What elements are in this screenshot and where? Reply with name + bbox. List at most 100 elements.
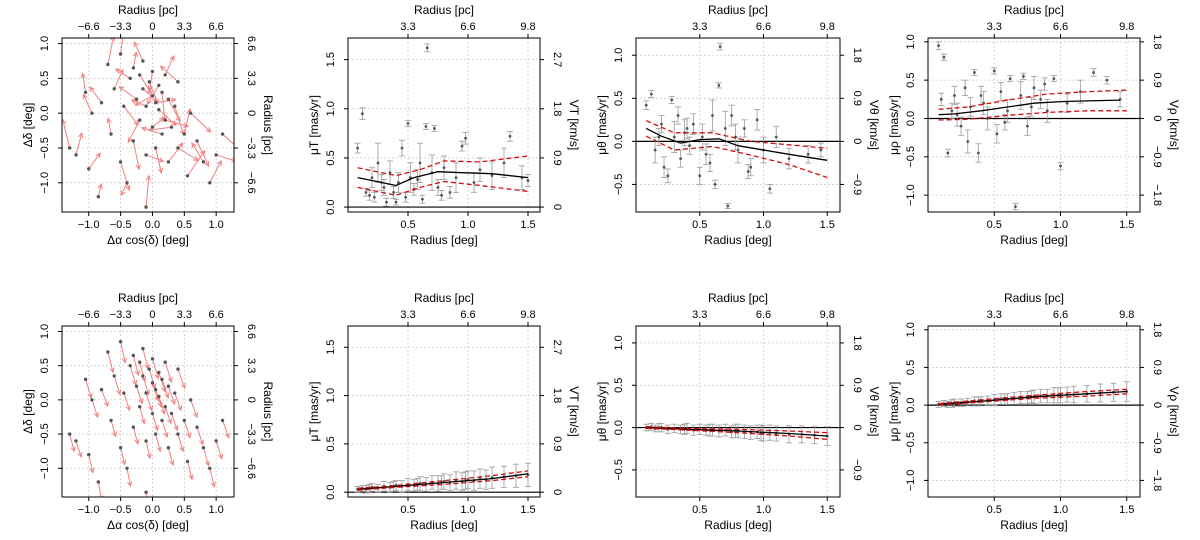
x-tick-label: 1.5 bbox=[820, 219, 835, 231]
y-tick-label: −1.0 bbox=[905, 184, 917, 206]
x2-tick-label: 3.3 bbox=[400, 21, 415, 33]
x-tick-label: 0.5 bbox=[177, 504, 192, 516]
vector-arrowhead bbox=[70, 446, 76, 453]
y-axis-title: Δδ [deg] bbox=[21, 389, 35, 434]
y-tick-label: 0.5 bbox=[325, 150, 337, 165]
vector-arrowhead bbox=[77, 451, 83, 459]
vector-arrow bbox=[148, 126, 172, 131]
fit-upper bbox=[646, 426, 828, 434]
star-point bbox=[144, 490, 148, 494]
data-point bbox=[1045, 109, 1049, 113]
data-point bbox=[1078, 90, 1082, 94]
star-point bbox=[141, 374, 145, 378]
vector-arrowhead bbox=[132, 51, 139, 58]
y2-tick-label: 3.3 bbox=[245, 358, 257, 373]
vector-arrow bbox=[126, 468, 131, 487]
vector-arrowhead bbox=[127, 481, 133, 488]
x-tick-label: 1.0 bbox=[209, 504, 224, 516]
vector-arrow bbox=[97, 184, 102, 197]
fit-lower bbox=[938, 110, 1127, 121]
x-tick-label: 0.0 bbox=[145, 504, 160, 516]
fit-upper bbox=[938, 388, 1127, 405]
x2-tick-label: 9.8 bbox=[820, 21, 835, 33]
fit-upper bbox=[938, 89, 1127, 110]
y2-tick-label: 1.8 bbox=[1151, 34, 1163, 49]
x-axis-title: Δα cos(δ) [deg] bbox=[107, 518, 189, 532]
x2-tick-label: 0 bbox=[149, 309, 155, 321]
x-axis-title: Radius [deg] bbox=[1000, 233, 1067, 247]
data-point bbox=[704, 152, 708, 156]
data-point bbox=[1032, 86, 1036, 90]
star-point bbox=[99, 387, 104, 392]
data-point bbox=[1092, 71, 1096, 74]
vector-arrow bbox=[209, 160, 222, 183]
fit-upper bbox=[357, 155, 529, 177]
data-point bbox=[698, 174, 702, 178]
data-point bbox=[976, 151, 980, 155]
star-point bbox=[208, 466, 212, 470]
y2-tick-label: 3.3 bbox=[245, 71, 257, 86]
vector-arrow bbox=[136, 386, 143, 404]
x2-tick-label: 3.3 bbox=[692, 21, 707, 33]
vector-arrow bbox=[123, 392, 131, 411]
x2-tick-label: 3.3 bbox=[692, 309, 707, 321]
vector-arrow bbox=[85, 379, 92, 398]
star-point bbox=[131, 425, 136, 429]
data-point bbox=[953, 94, 956, 97]
panel-murho_top: 0.5 1.0 1.5 3.3 6.6 9.8 −1.0 −0.5 0.0 0.5 1.0 −1.8 −… bbox=[887, 3, 1181, 247]
data-point bbox=[1029, 105, 1033, 109]
star-point bbox=[118, 52, 123, 56]
star-point bbox=[134, 384, 139, 388]
x2-tick-label: 3.3 bbox=[987, 309, 1002, 321]
y-axis-title: Δδ [deg] bbox=[21, 103, 35, 148]
x-tick-label: 0.5 bbox=[400, 504, 415, 516]
vector-arrowhead bbox=[82, 93, 88, 100]
mean-curve bbox=[645, 127, 828, 161]
y-tick-label: −1.0 bbox=[905, 470, 917, 492]
star-point bbox=[147, 80, 151, 84]
y-tick-label: 1.0 bbox=[325, 388, 337, 403]
star-point bbox=[163, 118, 167, 122]
vector-arrowhead bbox=[125, 405, 131, 412]
vector-arrowhead bbox=[127, 137, 133, 144]
vector-arrowhead bbox=[175, 116, 181, 123]
star-point bbox=[185, 459, 190, 464]
star-point bbox=[122, 104, 126, 108]
data-point bbox=[436, 186, 440, 189]
y2-tick-label: 1.8 bbox=[851, 335, 863, 350]
y-tick-label: 1.0 bbox=[905, 322, 917, 337]
data-point bbox=[1052, 77, 1056, 81]
x-tick-label: 0.5 bbox=[987, 504, 1002, 516]
star-point bbox=[118, 160, 123, 164]
vector-arrow bbox=[222, 420, 230, 438]
y2-tick-label: 1.8 bbox=[851, 48, 863, 63]
vector-arrowhead bbox=[179, 446, 185, 453]
vector-arrow bbox=[158, 109, 177, 126]
mean-curve bbox=[646, 426, 828, 437]
data-point bbox=[959, 124, 963, 128]
star-point bbox=[166, 384, 171, 388]
y-tick-label: 1.0 bbox=[905, 34, 917, 49]
vector-arrowhead bbox=[109, 367, 115, 374]
vector-arrowhead bbox=[158, 157, 165, 163]
vector-arrowhead bbox=[110, 38, 116, 42]
data-point bbox=[388, 171, 392, 175]
y2-tick-label: −0.9 bbox=[851, 459, 863, 481]
x2-tick-label: 6.6 bbox=[209, 21, 224, 33]
y2-axis-title: VT [km/s] bbox=[567, 100, 581, 150]
star-point bbox=[220, 418, 225, 423]
plot-frame bbox=[61, 325, 235, 498]
vector-arrow bbox=[164, 406, 172, 424]
x-tick-label: 1.5 bbox=[520, 504, 535, 516]
x-tick-label: −0.5 bbox=[110, 504, 132, 516]
data-point bbox=[992, 69, 996, 73]
data-point bbox=[502, 161, 506, 165]
x2-tick-label: 6.6 bbox=[209, 309, 224, 321]
vector-arrow bbox=[155, 99, 176, 104]
vector-arrow bbox=[88, 152, 101, 170]
data-point bbox=[1039, 97, 1043, 101]
y2-tick-label: 2.7 bbox=[551, 340, 563, 355]
star-point bbox=[67, 432, 72, 436]
data-point bbox=[392, 190, 395, 194]
vector-arrow bbox=[165, 119, 189, 127]
